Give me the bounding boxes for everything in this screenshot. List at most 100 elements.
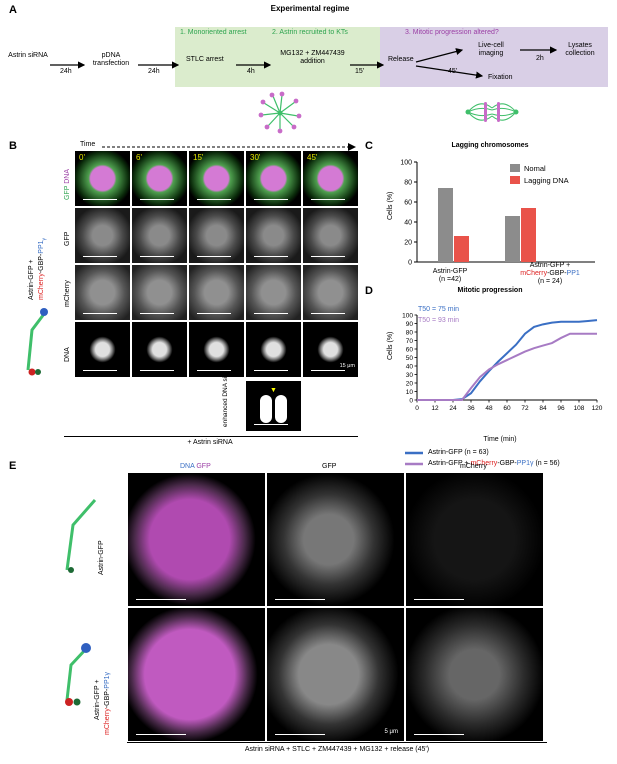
lagging-chromosomes-chart: 0 20 40 60 80 100 Nomal Lagging DNA [400,160,595,267]
chart-d-legend-pp1: Astrin-GFP + mCherry-GBP-PP1γ (n = 56) [428,460,560,467]
d-series-line [417,319,598,401]
d-y-tick-label: 20 [406,380,414,387]
chart-c-ylabel: Cells (%) [387,191,394,220]
imaging-tile: 45' [303,151,358,206]
chart-c-group1: Astrin-GFP (n =42) [432,268,468,284]
imaging-tile [75,265,130,320]
c-y-tick-label: 20 [404,240,412,247]
d-x-tick-label: 24 [449,405,457,412]
row-label-mcherry: mCherry [64,280,71,307]
d-x-tick-label: 84 [539,405,547,412]
lysates-collection-step: Lysates collection [565,42,595,58]
d-x-tick-label: 48 [485,405,493,412]
scale-bar [254,255,288,257]
scale-bar [197,198,231,200]
d-x-tick-label: 12 [431,405,439,412]
t50-pp1-label: T50 = 93 min [418,317,460,324]
e-footer-rule [127,742,547,743]
scale-bar [136,598,186,600]
imaging-tile [132,322,187,377]
imaging-tile [246,322,301,377]
astrin-pp1-cartoon-e2 [65,643,91,706]
interval-4h: 4h [247,68,255,75]
d-x-tick-label: 108 [574,405,585,412]
e-col-merge-label: DNA GFP [180,463,211,470]
scale-bar [414,598,464,600]
panel-label-e: E [9,460,17,472]
imaging-tile: 15' [189,151,244,206]
scale-bar [254,312,288,314]
astrin-sirna-step: Astrin siRNA [8,52,48,59]
d-x-tick-label: 0 [415,405,419,412]
c-y-tick-label: 100 [400,160,412,167]
fixed-cell-tile [406,473,543,606]
d-y-tick-label: 30 [406,372,414,379]
c-legend-label: Lagging DNA [524,176,569,185]
release-step: Release [388,56,414,63]
c-legend-swatch [510,164,520,172]
d-x-tick-label: 72 [521,405,529,412]
imaging-tile [132,265,187,320]
fixed-cell-tile [267,473,404,606]
scale-bar [83,255,117,257]
astrin-gfp-side-label: Astrin-GFP + [28,259,35,300]
scale-bar [83,198,117,200]
scale-bar [197,369,231,371]
live-imaging-step: Live-cell imaging [478,42,504,58]
row-label-gfp: GFP [64,231,71,246]
d-y-tick-label: 60 [406,346,414,353]
scale-bar [311,198,345,200]
panel-label-c: C [365,140,373,152]
chart-d-ylabel: Cells (%) [387,331,394,360]
chart-c-group2: Astrin-GFP + mCherry-GBP-PP1 (n = 24) [520,262,580,286]
d-x-tick-label: 120 [592,405,603,412]
d-series-line [417,332,597,401]
scale-bar [311,312,345,314]
d-y-tick-label: 0 [409,397,413,404]
scale-bar [254,198,288,200]
d-x-tick-label: 60 [503,405,511,412]
scale-bar [83,312,117,314]
imaging-tile [132,208,187,263]
fixed-cell-tile [406,608,543,741]
box1-title: 1. Monoriented arrest [180,29,247,36]
chart-d-xlabel: Time (min) [483,436,517,443]
scale-bar [83,369,117,371]
c-bar [505,216,520,262]
chart-d-title: Mitotic progression [457,287,523,294]
timepoint-label: 45' [307,153,318,162]
fixed-cell-tile [128,608,265,741]
scale-bar [140,255,174,257]
experimental-regime-title: Experimental regime [270,4,350,13]
e-col-gfp-label: GFP [322,463,337,470]
c-y-tick-label: 60 [404,200,412,207]
pdna-transfection-step: pDNA transfection [92,52,130,68]
imaging-tile [189,265,244,320]
chart-d-legend-gfp: Astrin-GFP (n = 63) [428,449,489,456]
c-legend-swatch [510,176,520,184]
d-y-tick-label: 50 [406,355,414,362]
scale-bar [136,733,186,735]
fixed-cell-tile: 5 μm [267,608,404,741]
mitotic-progression-box [380,27,608,87]
scale-bar [140,198,174,200]
e-row1-label: Astrin-GFP [98,540,105,575]
monoriented-arrest-box [175,27,380,87]
scale-bar [197,255,231,257]
row-label-dna: DNA [64,347,71,362]
d-y-tick-label: 70 [406,338,414,345]
c-bar [521,208,536,262]
c-y-tick-label: 0 [408,260,412,267]
box3-title: 3. Mitotic progression altered? [405,29,499,36]
timepoint-label: 30' [250,153,261,162]
chart-d-legend-swatches [405,451,423,466]
c-bar [438,188,453,262]
regime-arrows [50,46,558,134]
scale-bar-label: 15 μm [339,363,355,369]
scale-bar [140,312,174,314]
panel-label-a: A [9,4,17,16]
imaging-tile: 30' [246,151,301,206]
mg132-addition-step: MG132 + ZM447439 addition [280,50,345,66]
c-y-tick-label: 40 [404,220,412,227]
monoriented-spindle-illustration [258,91,302,134]
